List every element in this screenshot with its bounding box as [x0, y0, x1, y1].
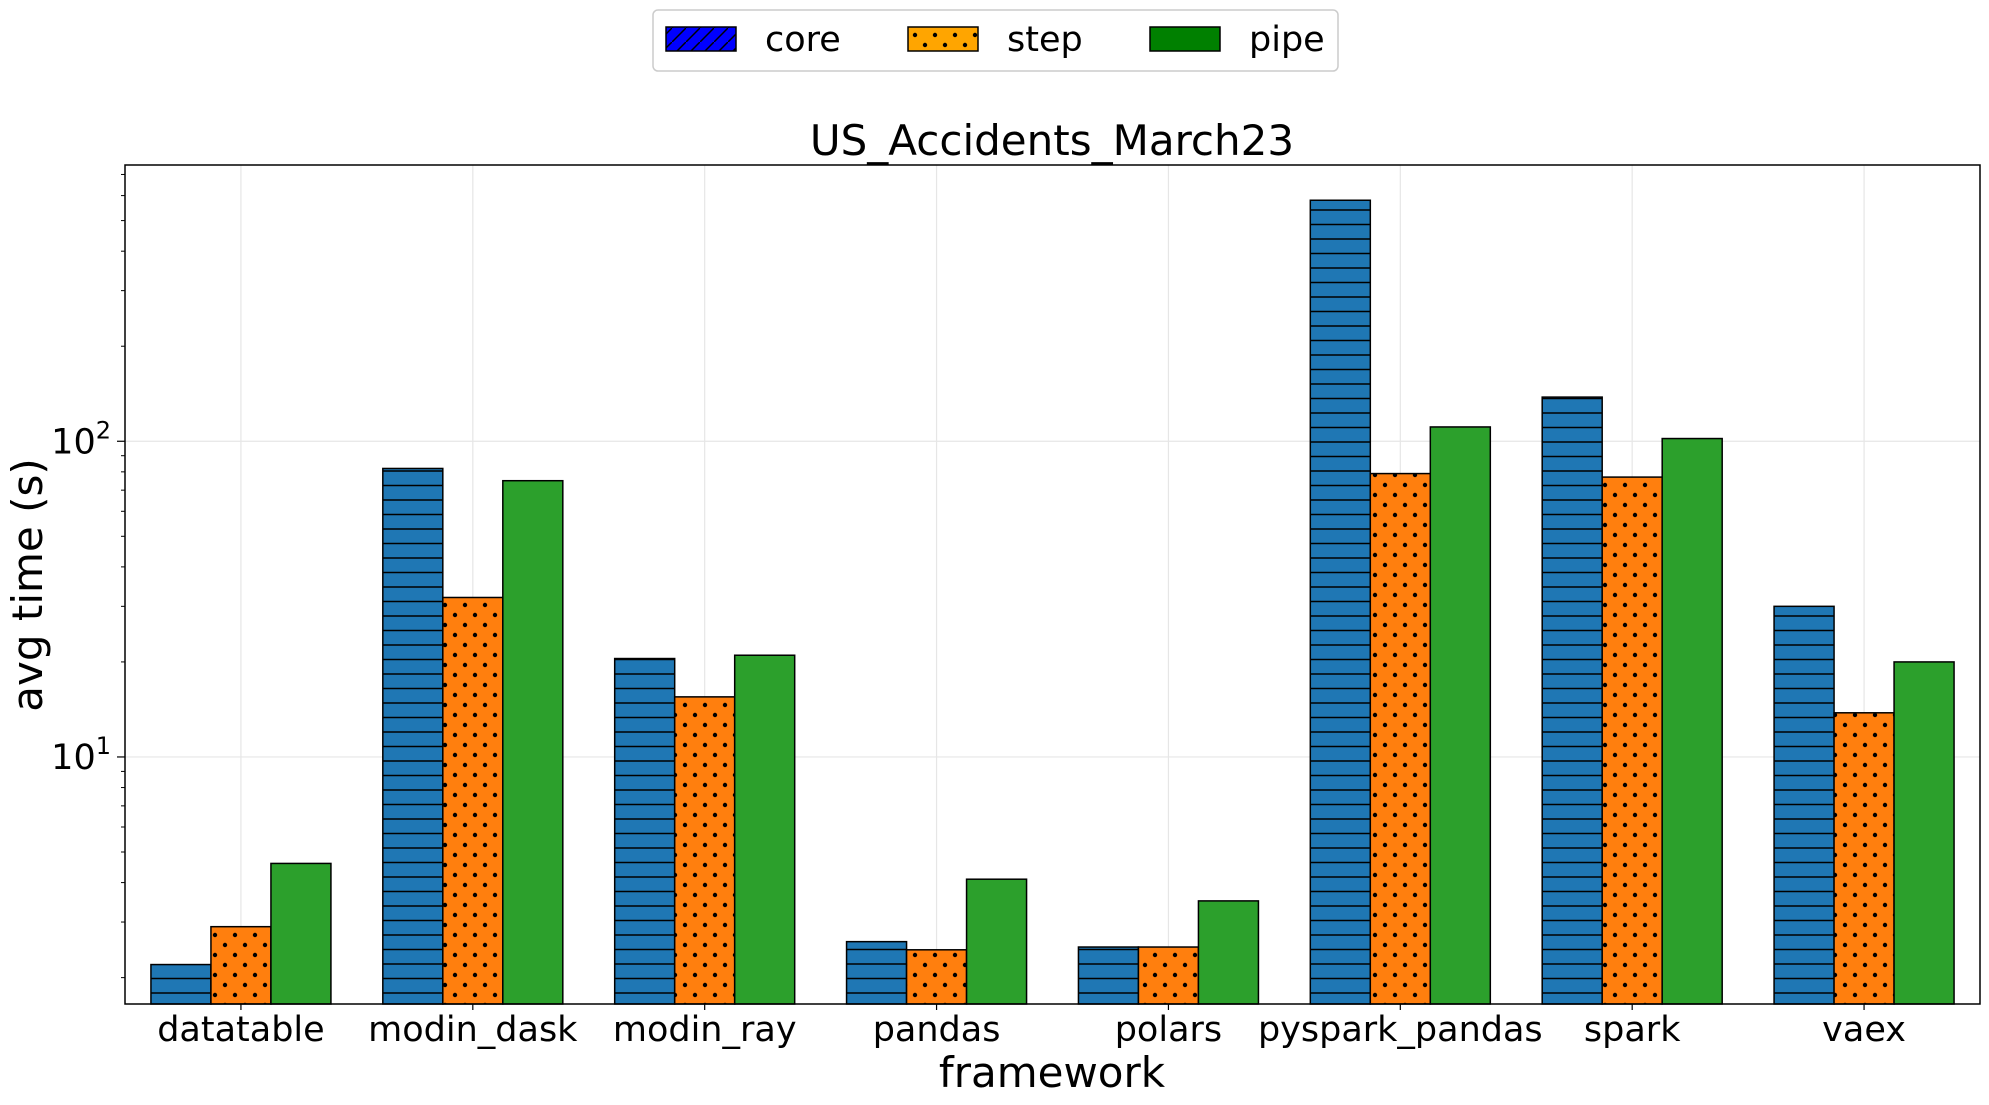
x-axis: datatable modin_dask modin_ray pandas polars…	[157, 1004, 1906, 1050]
bar-hatch	[1834, 712, 1895, 1004]
bar-pipe	[1198, 900, 1259, 1004]
legend-swatch-outline	[665, 26, 737, 52]
bar-hatch	[1078, 947, 1139, 1004]
legend-label-core: core	[765, 20, 841, 60]
bar-hatch	[1774, 606, 1835, 1004]
bar-pipe	[502, 480, 563, 1005]
bar-hatch	[210, 926, 271, 1004]
bar-pipe	[966, 879, 1027, 1004]
y-axis-title: avg time (s)	[3, 458, 52, 712]
x-tick-label: spark	[1584, 1010, 1681, 1050]
bar-pipe	[1662, 438, 1723, 1004]
x-tick-label: modin_dask	[368, 1010, 578, 1050]
bar-hatch	[1602, 477, 1663, 1004]
bar-pipe	[1894, 661, 1955, 1004]
x-tick-label: vaex	[1822, 1010, 1906, 1050]
bar-hatch	[846, 941, 907, 1004]
legend-swatch-outline	[1149, 26, 1221, 52]
legend: core step pipe	[652, 9, 1339, 72]
bar-hatch	[1542, 397, 1603, 1005]
x-tick-label: modin_ray	[613, 1010, 797, 1050]
y-tick-label: 102	[51, 416, 111, 462]
bars	[150, 199, 1955, 1005]
legend-swatch-pipe	[1150, 27, 1220, 51]
chart-title: US_Accidents_March23	[810, 116, 1294, 165]
bar-hatch	[382, 468, 443, 1005]
legend-swatch-outline	[907, 26, 979, 52]
bar-pipe	[734, 655, 795, 1004]
x-tick-label: pandas	[873, 1010, 1001, 1050]
x-tick-label: pyspark_pandas	[1258, 1010, 1543, 1050]
bar-hatch	[1310, 200, 1371, 1004]
x-tick-label: datatable	[157, 1010, 324, 1050]
legend-label-pipe: pipe	[1249, 20, 1325, 60]
plot-frame	[124, 164, 1981, 1005]
bar-hatch	[1370, 473, 1431, 1004]
legend-label-step: step	[1007, 20, 1083, 60]
bar-hatch	[1138, 947, 1199, 1004]
y-axis: 101 102	[51, 173, 125, 979]
legend-swatch-hatch	[908, 27, 978, 51]
bar-hatch	[614, 658, 675, 1004]
x-axis-title: framework	[939, 1048, 1166, 1097]
bar-pipe	[270, 863, 331, 1004]
bar-hatch	[442, 597, 503, 1004]
bar-hatch	[906, 949, 967, 1004]
legend-frame	[652, 9, 1339, 72]
bar-hatch	[674, 696, 735, 1004]
bar-hatch	[150, 964, 211, 1004]
x-tick-label: polars	[1115, 1010, 1222, 1050]
legend-swatch-hatch	[666, 27, 736, 51]
bar-pipe	[1430, 426, 1491, 1005]
y-tick-label: 101	[51, 732, 111, 778]
